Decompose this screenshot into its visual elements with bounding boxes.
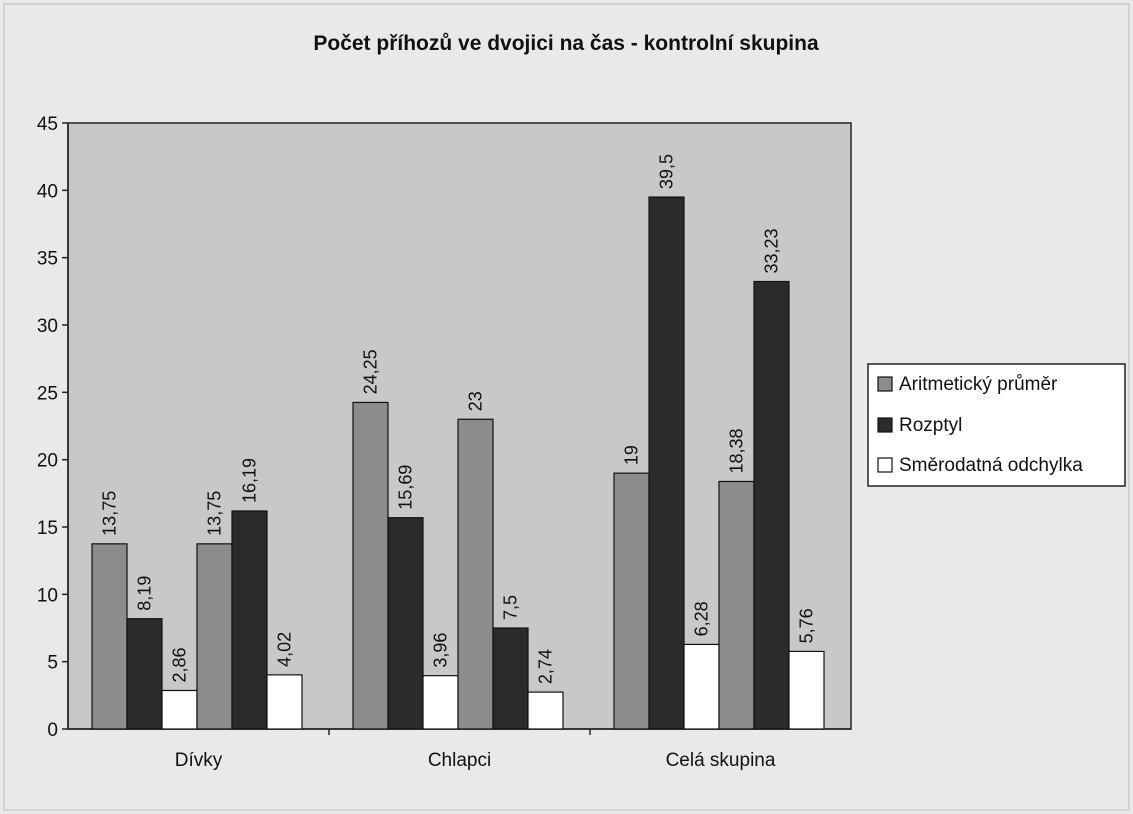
legend-swatch-variance	[877, 417, 893, 433]
bar	[788, 650, 825, 730]
bar	[91, 543, 128, 730]
data-label: 13,75	[205, 491, 225, 536]
legend: Aritmetický průměr Rozptyl Směrodatná od…	[867, 363, 1126, 487]
data-label: 33,23	[762, 228, 782, 273]
x-category-label: Celá skupina	[666, 750, 776, 771]
y-tick-label: 25	[37, 383, 58, 404]
legend-box	[867, 363, 1126, 487]
bars	[91, 196, 825, 730]
y-tick-label: 5	[47, 653, 58, 674]
data-label: 2,74	[536, 649, 556, 684]
data-label: 16,19	[240, 458, 260, 503]
legend-label-stddev: Směrodatná odchylka	[899, 455, 1083, 476]
data-label: 18,38	[727, 428, 747, 473]
legend-label-variance: Rozptyl	[899, 415, 962, 436]
bar	[718, 480, 755, 730]
bar	[422, 675, 459, 730]
data-label: 6,28	[692, 601, 712, 636]
bar	[126, 618, 163, 730]
data-label: 24,25	[361, 349, 381, 394]
bar	[231, 510, 268, 730]
y-tick-label: 30	[37, 316, 58, 337]
chart-border	[3, 3, 1130, 811]
bar	[266, 674, 303, 730]
data-label: 23	[466, 391, 486, 411]
bar	[457, 418, 494, 730]
y-tick-label: 15	[37, 518, 58, 539]
bar	[527, 691, 564, 730]
data-labels: 13,75 8,19 2,86 13,75 16,19 4,02 24,25 15,69 3,9…	[100, 154, 817, 684]
bar	[387, 517, 424, 730]
data-label: 7,5	[501, 595, 521, 620]
y-tick-label: 0	[47, 720, 58, 741]
data-label: 13,75	[100, 491, 120, 536]
data-label: 39,5	[657, 154, 677, 189]
bar	[683, 643, 720, 730]
bar	[753, 280, 790, 730]
x-category-label: Chlapci	[428, 750, 491, 771]
data-label: 2,86	[170, 647, 190, 682]
y-tick-label: 35	[37, 249, 58, 270]
bar	[648, 196, 685, 730]
data-label: 8,19	[135, 576, 155, 611]
bar	[492, 627, 529, 730]
x-category-label: Dívky	[175, 750, 223, 771]
y-tick-label: 20	[37, 451, 58, 472]
data-label: 4,02	[275, 632, 295, 667]
y-tick-label: 40	[37, 181, 58, 202]
legend-label-mean: Aritmetický průměr	[899, 374, 1058, 395]
bar	[613, 472, 650, 730]
data-label: 15,69	[396, 465, 416, 510]
y-tick-label: 10	[37, 585, 58, 606]
chart-title: Počet příhozů ve dvojici na čas - kontro…	[313, 32, 819, 55]
y-tick-label: 45	[37, 114, 58, 135]
data-label: 5,76	[797, 608, 817, 643]
data-label: 3,96	[431, 633, 451, 668]
bar	[196, 543, 233, 730]
data-label: 19	[622, 445, 642, 465]
bar	[161, 689, 198, 730]
legend-swatch-mean	[877, 376, 893, 392]
legend-swatch-stddev	[877, 457, 893, 473]
bar	[352, 401, 389, 730]
